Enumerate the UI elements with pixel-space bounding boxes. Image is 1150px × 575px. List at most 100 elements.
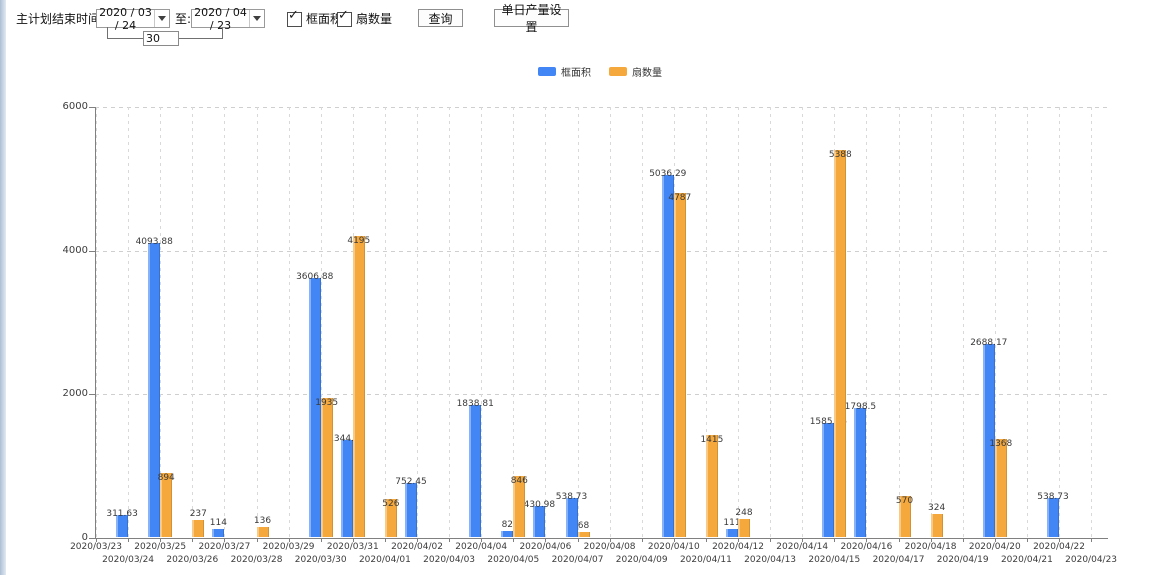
x-axis-tick bbox=[577, 538, 579, 542]
x-axis-label: 2020/04/09 bbox=[615, 555, 668, 565]
bar-value-label: 68 bbox=[577, 521, 590, 532]
x-gridline bbox=[994, 107, 996, 538]
bar-frame-area bbox=[661, 175, 674, 537]
bar-value-label: 114 bbox=[209, 517, 227, 528]
y-axis-label: 4000 bbox=[62, 244, 88, 256]
x-axis-tick bbox=[1091, 538, 1093, 542]
x-axis-tick bbox=[192, 538, 194, 542]
bar-value-label: 538.73 bbox=[1037, 492, 1069, 503]
x-axis-label: 2020/03/30 bbox=[294, 555, 347, 565]
x-gridline bbox=[513, 107, 515, 538]
x-gridline bbox=[160, 107, 162, 538]
bar-fan-count bbox=[898, 496, 911, 537]
x-gridline bbox=[384, 107, 386, 538]
x-axis-label: 2020/04/11 bbox=[679, 555, 732, 565]
x-axis-label: 2020/04/14 bbox=[776, 542, 829, 552]
x-axis-label: 2020/03/29 bbox=[262, 542, 315, 552]
chevron-down-icon bbox=[158, 16, 166, 21]
chevron-down-icon bbox=[253, 16, 261, 21]
bar-frame-area bbox=[982, 343, 995, 537]
x-gridline bbox=[962, 107, 964, 538]
x-gridline bbox=[1059, 107, 1060, 538]
y-gridline bbox=[95, 107, 1108, 108]
frame-area-checkbox-label: 框面积 bbox=[306, 12, 343, 26]
bar-value-label: 237 bbox=[189, 508, 207, 519]
query-button[interactable]: 查询 bbox=[418, 9, 463, 27]
date-from-picker[interactable]: 2020 / 03 / 24 bbox=[96, 6, 170, 32]
x-axis-tick bbox=[384, 538, 386, 542]
x-axis-label: 2020/04/05 bbox=[487, 555, 540, 565]
bar-fan-count bbox=[673, 193, 686, 537]
bar-value-label: 136 bbox=[253, 516, 272, 527]
x-axis-tick bbox=[866, 538, 868, 542]
x-axis-label: 2020/04/23 bbox=[1065, 555, 1118, 565]
y-axis-label: 2000 bbox=[62, 388, 88, 400]
bar-frame-area bbox=[405, 482, 417, 537]
x-axis-label: 2020/04/17 bbox=[872, 555, 925, 565]
bar-value-label: 1935 bbox=[315, 398, 339, 408]
x-axis-label: 2020/04/12 bbox=[712, 542, 764, 552]
x-axis-tick bbox=[417, 538, 418, 542]
to-label: 至: bbox=[175, 12, 192, 26]
bar-fan-count bbox=[834, 149, 847, 537]
bar-value-label: 4195 bbox=[347, 235, 371, 246]
x-axis-tick bbox=[834, 538, 836, 542]
bar-value-label: 1798.5 bbox=[844, 401, 877, 412]
left-window-edge bbox=[0, 0, 6, 575]
bar-value-label: 4093.88 bbox=[135, 236, 173, 247]
bar-value-label: 82 bbox=[501, 520, 514, 531]
date-to-value: 2020 / 04 / 23 bbox=[194, 5, 247, 32]
bar-frame-area bbox=[854, 407, 867, 537]
bar-value-label: 1368 bbox=[989, 438, 1013, 449]
x-axis-label: 2020/04/15 bbox=[808, 555, 861, 565]
date-range-connector bbox=[222, 27, 223, 39]
bar-frame-area bbox=[340, 440, 353, 537]
x-axis-label: 2020/03/25 bbox=[134, 542, 187, 552]
date-to-picker[interactable]: 2020 / 04 / 23 bbox=[191, 6, 265, 32]
x-axis-tick bbox=[898, 538, 900, 542]
bar-value-label: 248 bbox=[735, 508, 753, 519]
x-axis-tick bbox=[128, 538, 130, 542]
x-gridline bbox=[898, 107, 900, 538]
fan-count-checkbox[interactable]: ✓ 扇数量 bbox=[337, 9, 392, 27]
legend-label: 扇数量 bbox=[632, 68, 662, 79]
x-axis-tick bbox=[449, 538, 451, 542]
bar-frame-area bbox=[308, 277, 321, 537]
bar-frame-area bbox=[726, 529, 738, 537]
x-gridline bbox=[802, 107, 804, 538]
x-axis-tick bbox=[1059, 538, 1060, 542]
bar-value-label: 111 bbox=[723, 518, 741, 529]
x-axis-label: 2020/04/07 bbox=[551, 555, 604, 565]
x-axis-tick bbox=[609, 538, 611, 542]
x-gridline bbox=[417, 107, 418, 538]
x-axis-tick bbox=[1026, 538, 1028, 542]
date-to-dropdown-button[interactable] bbox=[249, 10, 264, 27]
plan-end-time-label: 主计划结束时间: bbox=[16, 12, 105, 26]
bar-value-label: 1415 bbox=[700, 435, 724, 446]
x-axis-label: 2020/04/06 bbox=[519, 542, 572, 552]
x-axis-label: 2020/04/20 bbox=[968, 542, 1021, 552]
bar-value-label: 3606.88 bbox=[296, 271, 334, 282]
x-gridline bbox=[256, 107, 258, 538]
interval-days-input[interactable] bbox=[143, 31, 179, 46]
legend-label: 框面积 bbox=[561, 68, 591, 79]
bar-value-label: 538.73 bbox=[555, 492, 588, 503]
x-axis-tick bbox=[994, 538, 996, 542]
bar-value-label: 894 bbox=[157, 472, 175, 483]
fan-count-swatch bbox=[609, 67, 627, 76]
x-axis-tick bbox=[160, 538, 162, 542]
x-axis-label: 2020/04/22 bbox=[1033, 542, 1085, 552]
bar-value-label: 846 bbox=[510, 476, 528, 487]
date-from-dropdown-button[interactable] bbox=[154, 10, 169, 27]
x-axis-label: 2020/03/23 bbox=[70, 542, 122, 552]
x-gridline bbox=[288, 107, 290, 538]
chart-legend: 框面积 扇数量 bbox=[95, 64, 1105, 79]
bar-value-label: 526 bbox=[382, 499, 400, 510]
frame-area-checkbox[interactable]: ✓ 框面积 bbox=[287, 9, 343, 27]
x-axis-label: 2020/04/19 bbox=[936, 555, 989, 565]
x-gridline bbox=[705, 107, 707, 538]
x-axis-tick bbox=[545, 538, 547, 542]
bar-frame-area bbox=[501, 531, 514, 537]
